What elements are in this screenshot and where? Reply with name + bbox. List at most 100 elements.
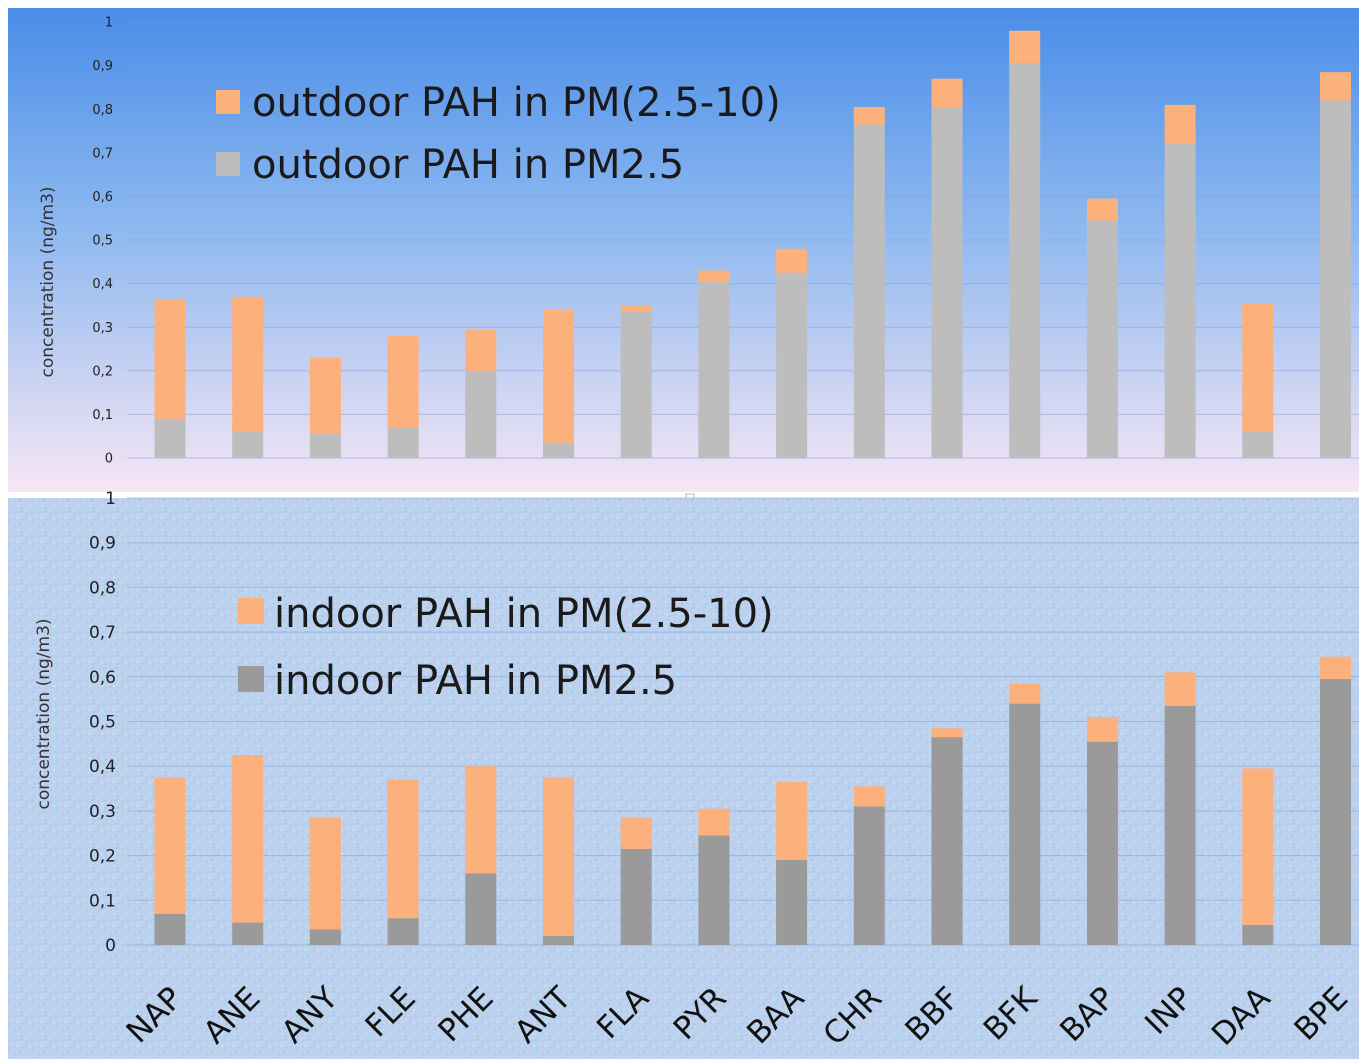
- indoor-y-tick-label: 0: [105, 936, 116, 956]
- outdoor-legend-swatch-pm25-10: [216, 90, 240, 114]
- indoor-y-tick-label: 0,7: [89, 623, 116, 643]
- indoor-legend-label-pm25: indoor PAH in PM2.5: [274, 658, 677, 704]
- indoor-bars: [154, 656, 1351, 945]
- indoor-legend-swatch-pm25: [238, 666, 264, 692]
- indoor-y-axis-label: concentration (ng/m3): [34, 618, 54, 809]
- outdoor-y-tick-label: 0,4: [92, 277, 113, 292]
- indoor-bar-fla-pm25-10: [620, 817, 652, 849]
- indoor-bar-any-pm25-10: [309, 817, 341, 930]
- indoor-bar-chr-pm25: [853, 806, 885, 945]
- outdoor-bar-baa-pm25-10: [776, 248, 808, 273]
- outdoor-bar-bfk-pm25: [1009, 63, 1041, 459]
- outdoor-bar-bfk-pm25-10: [1009, 30, 1041, 64]
- indoor-bar-baa-pm25: [776, 860, 808, 945]
- indoor-y-tick-label: 1: [105, 489, 116, 509]
- indoor-bar-any-pm25: [309, 929, 341, 945]
- indoor-bar-baa-pm25-10: [776, 781, 808, 861]
- indoor-bar-inp-pm25-10: [1164, 672, 1196, 706]
- indoor-bar-bbf-pm25-10: [931, 728, 963, 738]
- indoor-bar-fle-pm25: [387, 918, 419, 945]
- indoor-bar-bpe-pm25-10: [1320, 656, 1351, 680]
- outdoor-bar-bbf-pm25: [931, 107, 963, 459]
- indoor-chart-background: [8, 498, 1359, 1059]
- outdoor-bar-baa-pm25: [776, 272, 808, 458]
- indoor-bar-ant-pm25-10: [543, 777, 574, 937]
- indoor-bar-daa-pm25: [1242, 924, 1274, 945]
- outdoor-y-tick-label: 0: [105, 452, 113, 467]
- outdoor-bar-chr-pm25-10: [853, 107, 885, 125]
- outdoor-bar-pyr-pm25: [698, 281, 730, 458]
- outdoor-y-tick-label: 0,7: [92, 146, 113, 161]
- outdoor-y-tick-label: 0,2: [92, 364, 113, 379]
- outdoor-y-tick-label: 1: [105, 16, 113, 31]
- outdoor-legend-label-pm25-10: outdoor PAH in PM(2.5-10): [252, 80, 781, 126]
- outdoor-bar-phe-pm25-10: [465, 329, 497, 371]
- indoor-chart-panel: 00,10,20,30,40,50,60,70,80,91 NAP ANE ANY F…: [8, 489, 1359, 1059]
- outdoor-y-tick-label: 0,8: [92, 103, 113, 118]
- indoor-bar-pyr-pm25: [698, 835, 730, 945]
- outdoor-y-axis-label: concentration (ng/m3): [38, 186, 58, 377]
- indoor-bar-pyr-pm25-10: [698, 808, 730, 836]
- indoor-bar-ane-pm25-10: [232, 755, 264, 923]
- indoor-bar-bfk-pm25: [1009, 703, 1041, 945]
- outdoor-y-tick-label: 0,3: [92, 321, 113, 336]
- outdoor-bar-chr-pm25: [853, 124, 885, 459]
- outdoor-bar-any-pm25-10: [309, 357, 341, 435]
- indoor-bar-bbf-pm25: [931, 737, 963, 945]
- outdoor-bar-phe-pm25: [465, 370, 497, 458]
- indoor-bar-fla-pm25: [620, 848, 652, 945]
- outdoor-y-tick-label: 0,1: [92, 408, 113, 423]
- outdoor-legend-swatch-pm25: [216, 152, 240, 176]
- indoor-y-tick-labels: 0 0,1 0,2 0,3 0,4 0,5 0,6 0,7 0,8 0,9 1: [89, 489, 116, 956]
- outdoor-bar-pyr-pm25-10: [698, 270, 730, 282]
- outdoor-bar-ant-pm25: [543, 442, 574, 458]
- outdoor-bar-bap-pm25-10: [1086, 198, 1118, 221]
- outdoor-bar-bpe-pm25: [1320, 100, 1351, 458]
- indoor-bar-phe-pm25: [465, 873, 497, 945]
- outdoor-bar-nap-pm25: [154, 418, 186, 458]
- outdoor-bar-any-pm25: [309, 434, 341, 458]
- indoor-y-tick-label: 0,2: [89, 847, 116, 867]
- indoor-bar-daa-pm25-10: [1242, 768, 1274, 925]
- outdoor-y-tick-labels: 0 0,1 0,2 0,3 0,4 0,5 0,6 0,7 0,8 0,9 1: [92, 16, 113, 467]
- outdoor-bar-daa-pm25: [1242, 431, 1274, 458]
- indoor-y-tick-label: 0,9: [89, 534, 116, 554]
- outdoor-bar-ane-pm25-10: [232, 296, 264, 432]
- indoor-y-tick-label: 0,6: [89, 668, 116, 688]
- indoor-y-tick-label: 0,3: [89, 802, 116, 822]
- panel-divider: [0, 492, 1359, 498]
- outdoor-bar-fle-pm25: [387, 427, 419, 458]
- outdoor-bar-bap-pm25: [1086, 220, 1118, 458]
- outdoor-y-tick-label: 0,9: [92, 59, 113, 74]
- outdoor-legend-label-pm25: outdoor PAH in PM2.5: [252, 142, 684, 188]
- indoor-bar-fle-pm25-10: [387, 779, 419, 919]
- outdoor-bar-fle-pm25-10: [387, 335, 419, 428]
- indoor-bar-ane-pm25: [232, 922, 264, 945]
- outdoor-bar-fla-pm25: [620, 311, 652, 458]
- indoor-y-tick-label: 0,5: [89, 712, 116, 732]
- outdoor-bar-bpe-pm25-10: [1320, 72, 1351, 101]
- outdoor-chart-panel: 0 0,1 0,2 0,3 0,4 0,5 0,6 0,7 0,8 0,9 1 concentrat…: [8, 8, 1359, 492]
- indoor-bar-nap-pm25: [154, 913, 186, 945]
- indoor-bar-bap-pm25-10: [1086, 717, 1118, 742]
- indoor-bar-nap-pm25-10: [154, 777, 186, 914]
- indoor-bar-bfk-pm25-10: [1009, 683, 1041, 704]
- outdoor-bar-ant-pm25-10: [543, 309, 574, 443]
- indoor-legend: indoor PAH in PM(2.5-10) indoor PAH in P…: [238, 591, 774, 704]
- indoor-legend-swatch-pm25-10: [238, 598, 264, 624]
- outdoor-bar-daa-pm25-10: [1242, 303, 1274, 432]
- outdoor-bar-inp-pm25-10: [1164, 104, 1196, 145]
- indoor-y-tick-label: 0,4: [89, 757, 116, 777]
- indoor-bar-phe-pm25-10: [465, 766, 497, 874]
- outdoor-legend: outdoor PAH in PM(2.5-10) outdoor PAH in…: [216, 80, 781, 188]
- indoor-bar-chr-pm25-10: [853, 786, 885, 807]
- indoor-bar-bap-pm25: [1086, 741, 1118, 945]
- outdoor-y-tick-label: 0,5: [92, 234, 113, 249]
- outdoor-bar-inp-pm25: [1164, 144, 1196, 458]
- outdoor-y-tick-label: 0,6: [92, 190, 113, 205]
- outdoor-bars: [154, 30, 1351, 459]
- outdoor-bar-ane-pm25: [232, 431, 264, 458]
- outdoor-bar-nap-pm25-10: [154, 298, 186, 419]
